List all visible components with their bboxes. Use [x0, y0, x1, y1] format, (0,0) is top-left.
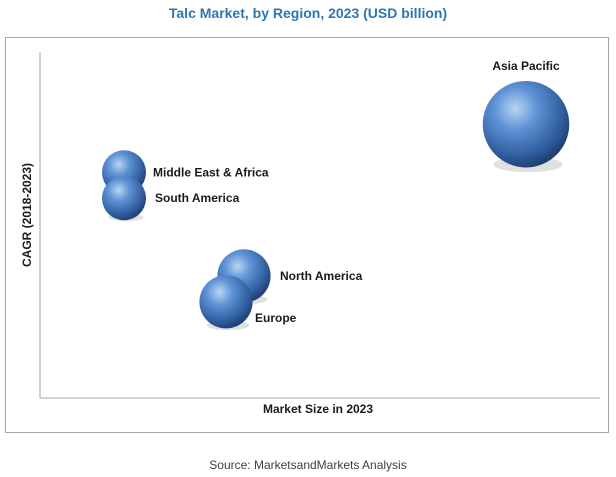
bubble-south-america-label: South America — [155, 191, 240, 205]
chart-frame — [5, 37, 609, 433]
bubble-europe-label: Europe — [255, 311, 297, 325]
chart-title: Talc Market, by Region, 2023 (USD billio… — [168, 5, 448, 21]
source-note: Source: MarketsandMarkets Analysis — [209, 458, 407, 472]
bubble-asia-pacific — [482, 80, 570, 168]
bubble-asia-pacific-label: Asia Pacific — [492, 59, 560, 73]
bubble-north-america-label: North America — [280, 269, 363, 283]
bubbles-group: Asia Pacific Middle East & Africa South Am… — [102, 59, 570, 331]
bubble-south-america — [102, 176, 146, 221]
bubble-middle-east-africa-label: Middle East & Africa — [153, 165, 269, 179]
bubble-europe — [199, 275, 253, 329]
y-axis-label: CAGR (2018-2023) — [20, 163, 34, 267]
x-axis-label: Market Size in 2023 — [263, 402, 373, 416]
